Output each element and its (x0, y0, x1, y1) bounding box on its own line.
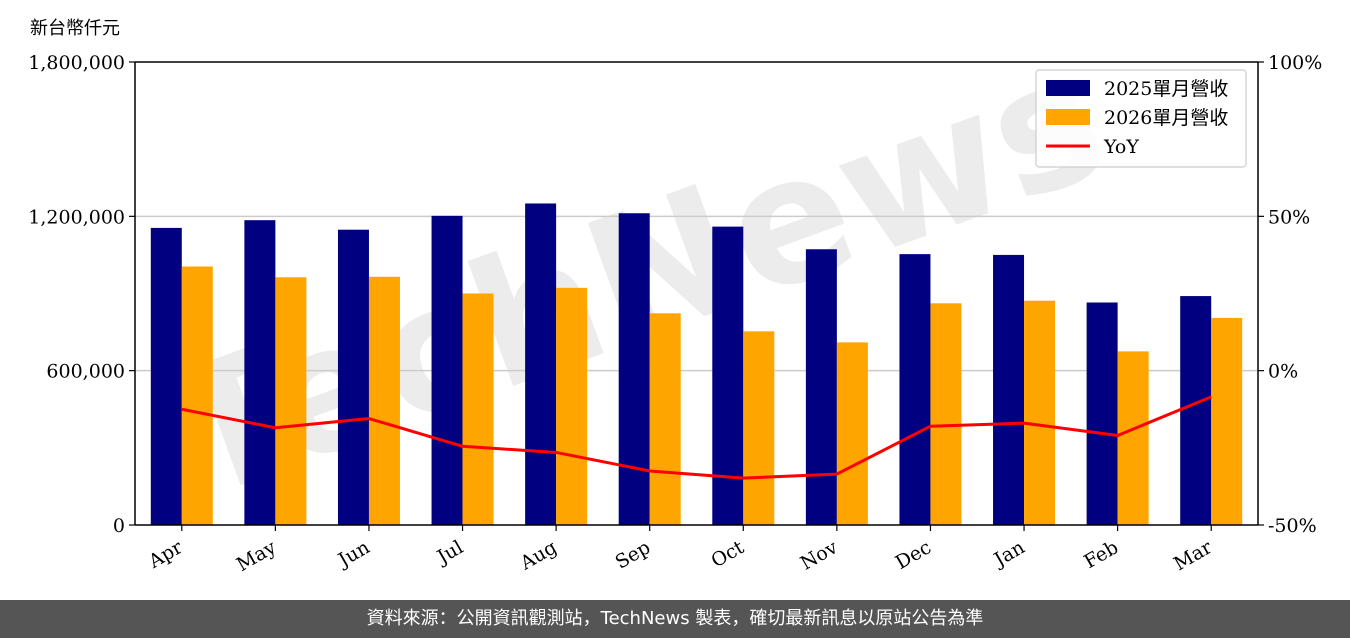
bar-2026 (1117, 351, 1149, 525)
bar-2026 (1211, 317, 1243, 525)
bar-2025 (244, 220, 276, 526)
bar-2025 (1086, 302, 1118, 525)
bar-2025 (1180, 296, 1212, 525)
bar-2026 (275, 277, 307, 525)
y-axis-unit-label: 新台幣仟元 (30, 18, 120, 39)
x-tick-label: Aug (516, 536, 561, 575)
bar-2025 (805, 249, 837, 525)
legend-label-yoy: YoY (1103, 136, 1139, 158)
bar-2025 (899, 254, 931, 525)
yoy-line (181, 395, 1212, 480)
y2-tick-label: 0% (1268, 361, 1298, 383)
x-tick-label: Nov (797, 536, 842, 575)
bar-2026 (556, 287, 588, 525)
y-tick-label: 1,800,000 (28, 52, 125, 74)
y-tick-label: 600,000 (46, 361, 125, 383)
x-tick-label: Dec (892, 536, 935, 574)
bar-2025 (150, 227, 182, 526)
bar-2026 (930, 303, 962, 525)
bar-2025 (337, 229, 369, 525)
y2-tick-label: -50% (1268, 515, 1317, 537)
bar-2026 (368, 276, 400, 525)
bar-2026 (181, 266, 213, 525)
y-tick-label: 0 (113, 515, 125, 537)
bar-2025 (431, 215, 463, 525)
bar-2026 (462, 293, 494, 525)
bar-2026 (649, 313, 681, 525)
x-tick-label: Sep (612, 536, 655, 573)
bar-2025 (525, 203, 557, 525)
bar-2026 (1024, 300, 1056, 525)
x-tick-label: Feb (1080, 536, 1122, 573)
y2-tick-label: 100% (1268, 52, 1322, 74)
revenue-chart: TechNews 0600,0001,200,0001,800,000-50%0… (28, 16, 1322, 577)
source-footer: 資料來源：公開資訊觀測站，TechNews 製表，確切最新訊息以原站公告為準 (0, 600, 1350, 638)
legend-label-2025: 2025單月營收 (1104, 78, 1228, 100)
y2-tick-label: 50% (1268, 206, 1310, 228)
x-tick-label: Apr (144, 536, 187, 573)
x-tick-label: Jul (432, 536, 467, 569)
x-tick-label: Mar (1170, 536, 1216, 575)
y-tick-label: 1,200,000 (28, 206, 125, 228)
bar-2026 (836, 342, 868, 525)
x-tick-label: Jun (333, 536, 374, 572)
bar-2026 (743, 331, 775, 525)
legend: 2025單月營收 2026單月營收 YoY (1035, 69, 1247, 168)
x-tick-label: Oct (707, 536, 748, 572)
bar-2025 (993, 254, 1025, 525)
legend-swatch-2025 (1046, 80, 1090, 96)
bar-2025 (618, 213, 650, 525)
x-tick-label: Jan (989, 536, 1029, 572)
legend-label-2026: 2026單月營收 (1104, 107, 1228, 129)
legend-swatch-2026 (1046, 109, 1090, 125)
x-tick-label: May (233, 536, 280, 576)
bar-2025 (712, 226, 744, 525)
